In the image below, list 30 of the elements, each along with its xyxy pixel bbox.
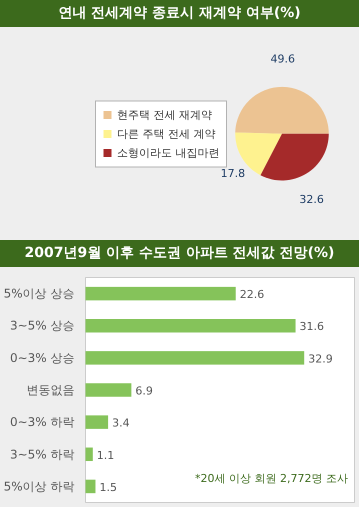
y-tick-label: 0~3% 하락 (10, 415, 75, 430)
bar (86, 318, 296, 332)
data-label: 22.6 (240, 288, 264, 302)
legend-label: 현주택 전세 재계약 (117, 107, 212, 122)
legend-label: 다른 주택 전세 계약 (117, 126, 216, 141)
data-label: 1.5 (99, 480, 117, 494)
data-label: 3.4 (112, 416, 130, 430)
data-label: 1.1 (96, 448, 114, 462)
data-label: 49.6 (270, 52, 295, 66)
y-tick-label: 0~3% 상승 (10, 350, 75, 365)
data-label: 17.8 (220, 166, 246, 180)
bar (86, 351, 304, 365)
y-tick-label: 3~5% 상승 (10, 318, 75, 333)
data-label: 32.9 (308, 352, 333, 366)
data-label: 31.6 (300, 320, 324, 334)
y-tick-label: 변동없음 (26, 383, 74, 397)
bar (86, 415, 108, 429)
bar (86, 286, 236, 300)
bar (86, 480, 96, 494)
chart-title: 2007년9월 이후 수도권 아파트 전세값 전망(%) (24, 244, 334, 263)
legend-label: 소형이라도 내집마련 (117, 145, 220, 160)
y-tick-label: 5%이상 상승 (4, 286, 75, 301)
bar (86, 448, 93, 462)
bar (86, 383, 132, 397)
data-label: 6.9 (135, 384, 153, 398)
annotation: *20세 이상 회원 2,772명 조사 (194, 472, 348, 485)
y-tick-label: 5%이상 하락 (4, 479, 75, 494)
data-label: 32.6 (299, 192, 324, 206)
y-tick-label: 3~5% 하락 (10, 447, 75, 462)
chart-title: 연내 전세계약 종료시 재계약 여부(%) (58, 4, 301, 23)
